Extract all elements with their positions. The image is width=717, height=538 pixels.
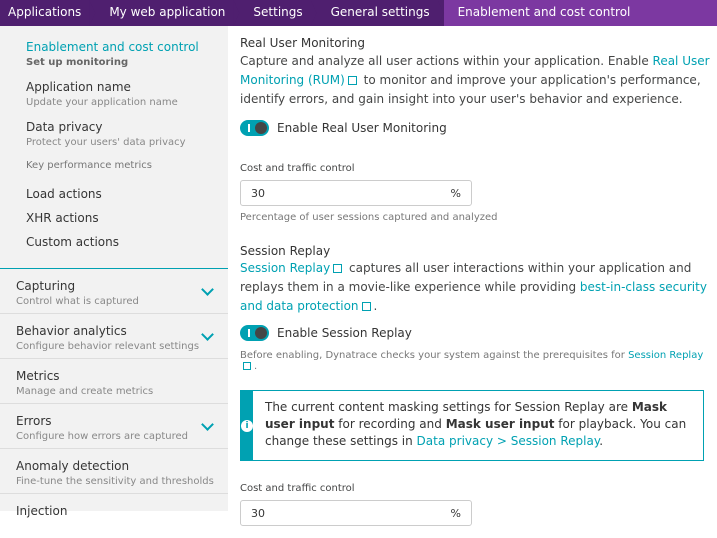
group-title: Anomaly detection	[16, 459, 130, 473]
sr-title: Session Replay	[240, 244, 331, 258]
sidebar-item-sub: Protect your users' data privacy	[26, 137, 186, 148]
sidebar-item-application-name[interactable]: Application name Update your application…	[26, 80, 228, 108]
kpm-heading: Key performance metrics	[26, 160, 152, 171]
sidebar-group-capturing[interactable]: Capturing Control what is captured	[0, 268, 228, 313]
sr-cost-input[interactable]: 30%	[240, 500, 472, 526]
breadcrumb-current: Enablement and cost control	[443, 0, 645, 26]
rum-toggle[interactable]: Enable Real User Monitoring	[240, 120, 710, 136]
unit: %	[450, 186, 461, 200]
external-link-icon	[361, 302, 371, 311]
text: to monitor and improve your application'…	[240, 73, 701, 106]
sidebar-group-errors[interactable]: Errors Configure how errors are captured	[0, 403, 228, 448]
sidebar-item-label: Application name	[26, 80, 131, 94]
unit: %	[450, 506, 461, 520]
sr-prereq-link[interactable]: Session Replay	[628, 350, 704, 361]
toggle-label: Enable Session Replay	[277, 326, 412, 340]
breadcrumb: Applications My web application Settings…	[0, 0, 717, 26]
text: Mask user input	[445, 417, 555, 431]
rum-link[interactable]: Real User Monitoring (RUM)	[240, 54, 710, 87]
input-value: 30	[251, 506, 265, 520]
sidebar-item-sub: Update your application name	[26, 97, 178, 108]
external-link-icon	[333, 264, 343, 273]
sidebar-item-enablement[interactable]: Enablement and cost control Set up monit…	[26, 40, 228, 68]
sidebar-group-behavior-analytics[interactable]: Behavior analytics Configure behavior re…	[0, 313, 228, 358]
toggle-switch[interactable]	[240, 120, 269, 136]
text: .	[254, 361, 258, 372]
group-sub: Configure how errors are captured	[16, 431, 189, 442]
group-title: Metrics	[16, 369, 60, 383]
breadcrumb-applications[interactable]: Applications	[0, 0, 96, 26]
sr-hint: Before enabling, Dynatrace checks your s…	[240, 350, 710, 372]
sidebar-group-metrics[interactable]: Metrics Manage and create metrics	[0, 358, 228, 403]
info-icon: i	[241, 419, 253, 432]
sidebar: Enablement and cost control Set up monit…	[0, 26, 228, 518]
info-text: The current content masking settings for…	[253, 391, 703, 460]
group-sub: Manage and create metrics	[16, 386, 154, 397]
sidebar-item-label: Data privacy	[26, 120, 103, 134]
group-sub: Control what is captured	[16, 296, 139, 307]
cost-hint: Percentage of user sessions captured and…	[240, 212, 498, 223]
sidebar-item-label: Enablement and cost control	[26, 40, 199, 54]
sidebar-group-injection[interactable]: Injection	[0, 493, 228, 538]
external-link-icon	[347, 76, 357, 85]
text: for recording and	[334, 417, 446, 431]
toggle-switch[interactable]	[240, 325, 269, 341]
group-sub: Configure behavior relevant settings	[16, 341, 200, 352]
group-title: Injection	[16, 504, 68, 518]
data-privacy-link[interactable]: Data privacy > Session Replay	[416, 434, 600, 448]
sr-link[interactable]: Session Replay	[240, 261, 331, 275]
external-link-icon	[243, 362, 251, 370]
sidebar-item-data-privacy[interactable]: Data privacy Protect your users' data pr…	[26, 120, 228, 148]
sidebar-item-xhr-actions[interactable]: XHR actions	[26, 211, 99, 225]
breadcrumb-general-settings[interactable]: General settings	[316, 0, 444, 26]
text: Mask user input	[265, 400, 667, 431]
info-bar: i	[241, 391, 253, 460]
sidebar-item-load-actions[interactable]: Load actions	[26, 187, 102, 201]
group-title: Capturing	[16, 279, 76, 293]
breadcrumb-settings[interactable]: Settings	[239, 0, 317, 26]
sr-toggle[interactable]: Enable Session Replay	[240, 325, 710, 341]
main-content: Real User Monitoring Capture and analyze…	[240, 26, 710, 526]
toggle-label: Enable Real User Monitoring	[277, 121, 447, 135]
cost-label: Cost and traffic control	[240, 163, 355, 174]
sidebar-item-custom-actions[interactable]: Custom actions	[26, 235, 119, 249]
sidebar-item-sub: Set up monitoring	[26, 57, 129, 68]
sr-description: Session Replay captures all user interac…	[240, 259, 710, 316]
group-sub: Fine-tune the sensitivity and thresholds	[16, 476, 214, 487]
security-link[interactable]: best-in-class security and data protecti…	[240, 280, 707, 313]
group-title: Errors	[16, 414, 52, 428]
masking-info-box: i The current content masking settings f…	[240, 390, 704, 461]
breadcrumb-my-web-application[interactable]: My web application	[95, 0, 240, 26]
text: .	[599, 434, 604, 448]
text: The current content masking settings for…	[265, 400, 632, 414]
text: Capture and analyze all user actions wit…	[240, 54, 653, 68]
text: .	[373, 299, 378, 313]
rum-description: Capture and analyze all user actions wit…	[240, 52, 710, 109]
rum-title: Real User Monitoring	[240, 36, 366, 50]
sidebar-group-anomaly-detection[interactable]: Anomaly detection Fine-tune the sensitiv…	[0, 448, 228, 493]
rum-cost-input[interactable]: 30%	[240, 180, 472, 206]
text: for playback. You can change these setti…	[265, 417, 687, 448]
text: captures all user interactions within yo…	[240, 261, 692, 294]
cost-label: Cost and traffic control	[240, 483, 355, 494]
text: Before enabling, Dynatrace checks your s…	[240, 350, 629, 361]
group-title: Behavior analytics	[16, 324, 127, 338]
input-value: 30	[251, 186, 265, 200]
